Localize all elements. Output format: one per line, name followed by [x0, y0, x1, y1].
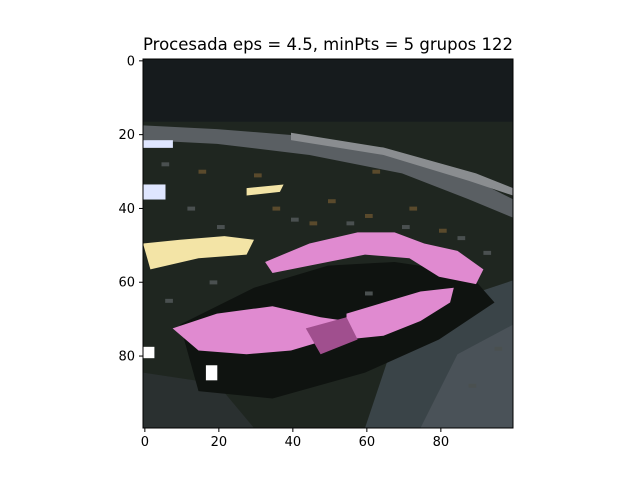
brown-spot-2 [272, 206, 281, 211]
brown-spot-6 [409, 206, 418, 211]
blue-patch-top [143, 140, 173, 148]
car-side-pink [346, 287, 454, 340]
speckle-1 [187, 206, 196, 211]
sky-region [143, 59, 514, 123]
speckle-8 [209, 280, 218, 285]
brown-spot-5 [365, 213, 373, 218]
speckle-3 [291, 217, 299, 222]
speckle-12 [468, 383, 477, 388]
y-axis: 0 20 40 60 80 [118, 54, 143, 365]
brown-spot-3 [309, 221, 318, 226]
car-shadow-pink [305, 317, 358, 355]
speckle-2 [217, 225, 225, 230]
x-tick-label: 80 [433, 435, 450, 450]
speckle-10 [365, 291, 373, 296]
car-roof-pink [265, 232, 484, 285]
y-tick-label: 60 [118, 276, 135, 291]
brown-spot-0 [198, 169, 207, 174]
white-spot-center [205, 365, 218, 381]
clustered-image [143, 59, 514, 429]
yellow-patch-top [246, 184, 284, 196]
y-tick-label: 20 [118, 128, 135, 143]
speckle-0 [161, 162, 170, 167]
brown-spot-7 [372, 169, 381, 174]
brown-spot-1 [254, 173, 262, 178]
speckle-6 [457, 236, 466, 241]
car-hood-pink [172, 306, 347, 355]
y-tick-label: 80 [118, 350, 135, 365]
x-tick-label: 20 [211, 435, 228, 450]
x-axis: 0 20 40 60 80 [141, 428, 449, 450]
lower-road-light [420, 324, 513, 428]
speckle-11 [494, 346, 503, 351]
y-tick-label: 0 [127, 54, 135, 69]
chart-title: Procesada eps = 4.5, minPts = 5 grupos 1… [143, 35, 513, 54]
speckle-5 [402, 225, 410, 230]
speckle-7 [483, 250, 492, 255]
x-tick-label: 40 [285, 435, 302, 450]
road-highlight [291, 132, 513, 196]
speckle-4 [346, 221, 355, 226]
speckle-9 [165, 298, 173, 303]
brown-spot-4 [328, 199, 336, 204]
axes-frame [142, 58, 514, 429]
y-tick-label: 40 [118, 202, 135, 217]
x-tick-label: 60 [359, 435, 376, 450]
brown-spot-8 [439, 228, 447, 233]
lower-left-road [143, 372, 254, 428]
blue-patch-left [143, 184, 166, 200]
x-tick-label: 0 [141, 435, 149, 450]
white-spot-left [143, 346, 155, 359]
yellow-patch-left [143, 236, 254, 270]
